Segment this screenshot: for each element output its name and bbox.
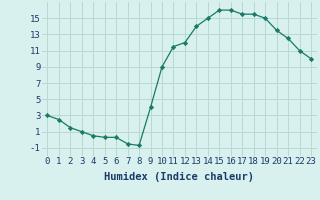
X-axis label: Humidex (Indice chaleur): Humidex (Indice chaleur) [104,172,254,182]
